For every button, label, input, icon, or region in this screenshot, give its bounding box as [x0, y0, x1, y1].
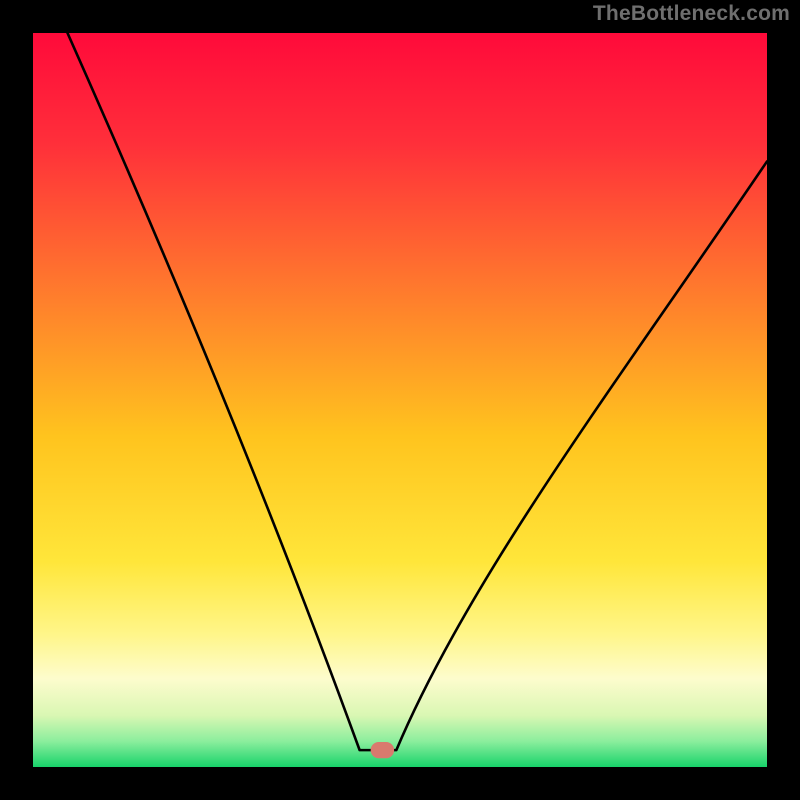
- gradient-background: [33, 33, 767, 767]
- optimum-marker: [371, 742, 394, 758]
- plot-area: [33, 33, 767, 767]
- bottleneck-chart-svg: [0, 0, 800, 800]
- source-watermark: TheBottleneck.com: [593, 2, 790, 26]
- chart-stage: TheBottleneck.com: [0, 0, 800, 800]
